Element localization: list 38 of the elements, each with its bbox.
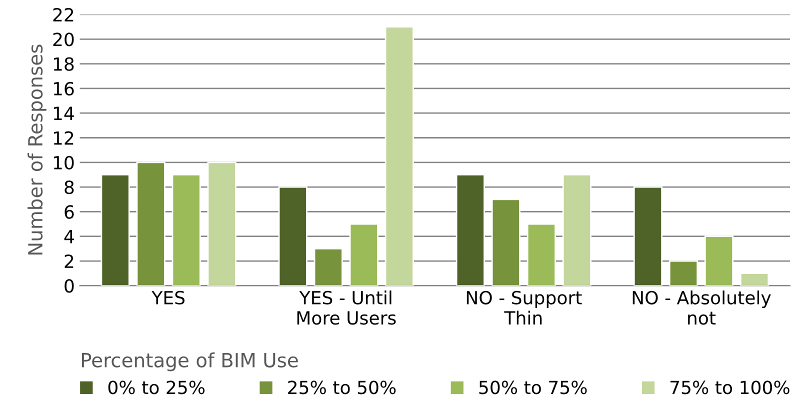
y-tick-label: 2: [64, 254, 74, 268]
y-tick-label: 4: [64, 230, 74, 244]
bar: [633, 186, 663, 286]
bar: [456, 174, 485, 286]
bar: [314, 248, 343, 286]
bar: [704, 236, 734, 286]
y-tick-label: 10: [54, 156, 74, 170]
y-tick-label: 0: [64, 279, 74, 293]
y-tick-label: 20: [53, 32, 74, 46]
y-tick-label: 6: [64, 205, 74, 219]
x-tick-label: NO - Absolutely not: [632, 290, 771, 325]
bar: [207, 162, 236, 286]
bar: [136, 162, 166, 286]
bar: [562, 174, 592, 286]
y-tick-label: 16: [54, 82, 74, 96]
legend-label: 0% to 25%: [108, 380, 205, 394]
bar: [384, 26, 414, 286]
bar: [100, 174, 130, 286]
legend-label: 25% to 50%: [288, 380, 396, 394]
bar: [668, 260, 698, 286]
legend-title: Percentage of BIM Use: [82, 352, 298, 372]
x-tick-label: NO - Support Thin: [466, 290, 582, 324]
y-tick-label: 14: [54, 106, 74, 120]
y-tick-label: 22: [53, 8, 74, 22]
bar: [172, 174, 201, 286]
legend-label: 75% to 100%: [670, 380, 790, 394]
x-tick-label: YES - Until More Users: [297, 290, 396, 325]
bar: [491, 198, 520, 286]
y-tick-label: 8: [64, 180, 74, 194]
bar: [278, 186, 308, 286]
y-axis-title: Number of Responses: [28, 44, 46, 255]
bar: [740, 272, 770, 286]
legend-label: 50% to 75%: [479, 380, 587, 394]
y-tick-label: 12: [54, 131, 74, 145]
bar: [349, 223, 378, 286]
x-tick-label: YES: [152, 290, 185, 304]
bar: [526, 223, 556, 286]
y-tick-label: 18: [54, 57, 74, 71]
